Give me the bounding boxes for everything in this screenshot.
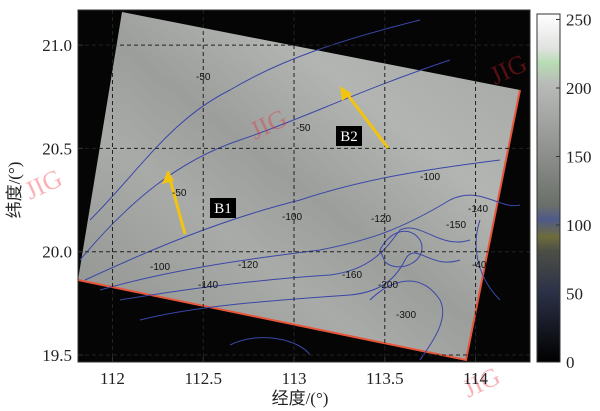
contour-label: -300 <box>396 310 416 321</box>
contour-label: -150 <box>446 220 466 231</box>
contour-label: -160 <box>342 270 362 281</box>
colorbar <box>537 14 560 362</box>
x-axis-label: 经度/(°) <box>272 389 329 408</box>
x-tick-label: 113 <box>282 369 307 388</box>
colorbar-tick-label: 100 <box>566 216 592 235</box>
contour-label: -120 <box>371 214 391 225</box>
contour-label: -50 <box>196 72 211 83</box>
annotation: B1 <box>214 201 232 217</box>
contour-label: -50 <box>172 188 187 199</box>
y-axis-label: 纬度/(°) <box>5 162 24 219</box>
contour-label: -50 <box>296 123 311 134</box>
x-tick-label: 114 <box>463 369 488 388</box>
colorbar-tick-label: 150 <box>566 147 592 166</box>
x-tick-label: 112 <box>100 369 125 388</box>
contour-label: -140 <box>468 204 488 215</box>
contour-label: -100 <box>150 262 170 273</box>
y-tick-label: 21.0 <box>42 36 72 55</box>
colorbar-tick-label: 200 <box>566 79 592 98</box>
contour-label: -200 <box>378 280 398 291</box>
contour-label: -100 <box>420 172 440 183</box>
colorbar-tick-label: 0 <box>566 353 575 372</box>
contour-label: -140 <box>198 280 218 291</box>
y-tick-label: 20.5 <box>42 139 72 158</box>
contour-label: -40 <box>472 260 487 271</box>
contour-label: -100 <box>282 212 302 223</box>
y-tick-label: 20.0 <box>42 243 72 262</box>
colorbar-tick-label: 50 <box>566 284 583 303</box>
figure: B1 B2 -50 -50 -50 -100 -100 -100 -120 -1… <box>0 0 600 411</box>
x-tick-label: 112.5 <box>184 369 222 388</box>
colorbar-tick-label: 250 <box>566 10 592 29</box>
x-tick-label: 113.5 <box>366 369 404 388</box>
annotation: B2 <box>340 129 358 145</box>
watermark: JIG <box>20 163 66 205</box>
y-tick-label: 19.5 <box>42 346 72 365</box>
contour-label: -120 <box>238 260 258 271</box>
